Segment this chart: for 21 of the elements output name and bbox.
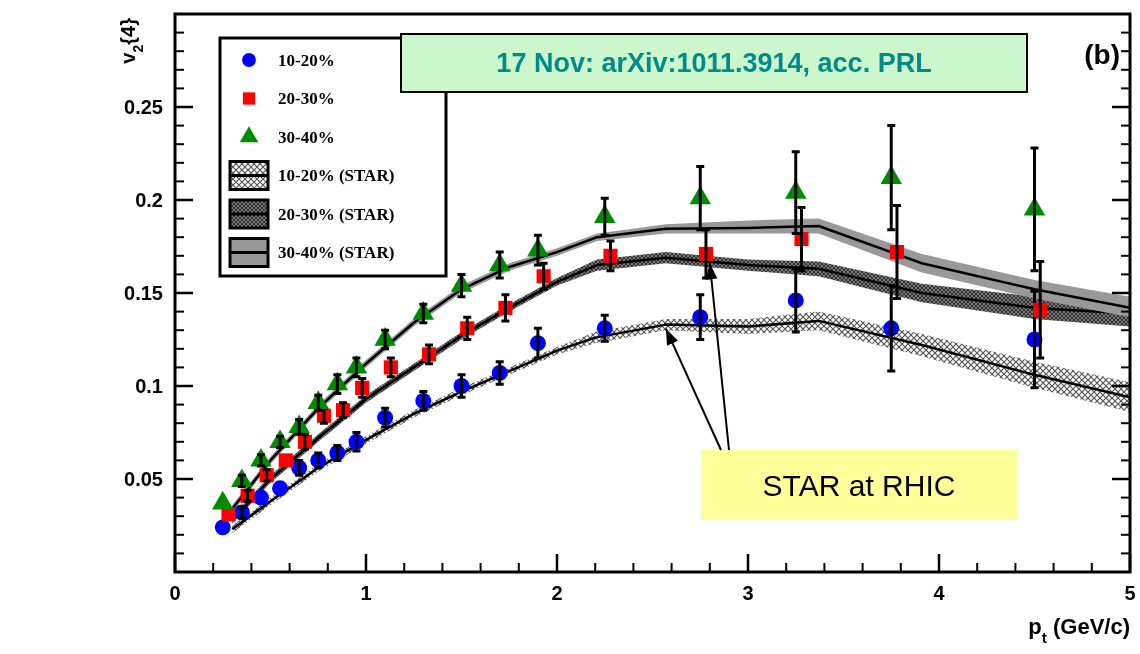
legend-label: 30-40% (STAR) [278, 243, 395, 263]
y-tick-label: 0.2 [135, 189, 163, 211]
y-tick-label: 0.1 [135, 375, 163, 397]
legend-label: 10-20% (STAR) [278, 166, 395, 186]
legend-label: 20-30% [278, 89, 335, 109]
x-axis-title: p$_{t}$ (GeV/c) [1028, 614, 1130, 646]
legend-label: 20-30% (STAR) [278, 204, 395, 224]
x-tick-label: 5 [1124, 582, 1136, 604]
legend-label: 10-20% [278, 50, 335, 70]
x-tick-label: 3 [742, 582, 754, 604]
annotation: STAR at RHIC [762, 468, 956, 502]
legend-label: 30-40% [278, 127, 335, 147]
y-tick-label: 0.05 [124, 468, 163, 490]
x-tick-label: 4 [933, 582, 946, 604]
x-tick-label: 0 [169, 582, 181, 604]
x-tick-label: 1 [360, 582, 372, 604]
y-tick-label: 0.15 [124, 282, 163, 304]
annotation: (b) [1084, 39, 1120, 70]
y-tick-label: 0.25 [124, 96, 163, 118]
annotation: 17 Nov: arXiv:1011.3914, acc. PRL [496, 48, 932, 79]
x-tick-label: 2 [551, 582, 563, 604]
